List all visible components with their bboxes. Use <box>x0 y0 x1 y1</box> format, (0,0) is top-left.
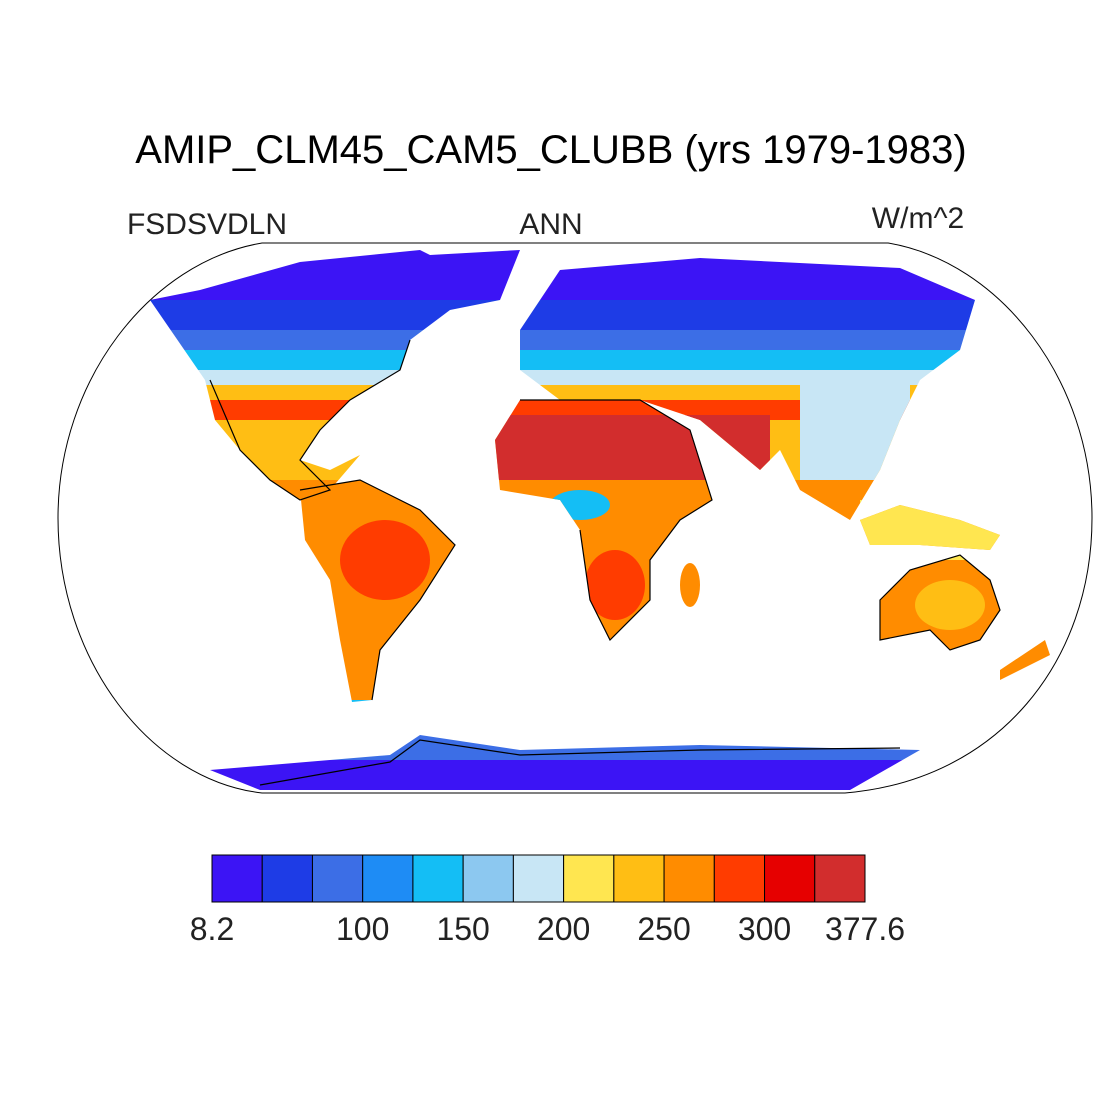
colorbar-box <box>412 854 464 903</box>
colorbar: 8.2 100 150 200 250 300 377.6 <box>190 854 905 947</box>
colorbar-label: 377.6 <box>825 911 905 947</box>
coastlines <box>209 339 1001 786</box>
colorbar-box <box>362 854 414 903</box>
colorbar-box <box>613 854 665 903</box>
colorbar-box <box>211 854 263 903</box>
colorbar-label: 8.2 <box>190 911 234 947</box>
colorbar-label: 300 <box>738 911 791 947</box>
colorbar-label: 150 <box>436 911 489 947</box>
colorbar-box <box>261 854 313 903</box>
colorbar-box <box>814 854 866 903</box>
colorbar-label: 200 <box>537 911 590 947</box>
season: ANN <box>519 208 582 241</box>
colorbar-box <box>311 854 364 903</box>
variable-name: FSDSVDLN <box>127 208 287 241</box>
units: W/m^2 <box>872 202 964 235</box>
colorbar-label: 250 <box>637 911 690 947</box>
title: AMIP_CLM45_CAM5_CLUBB (yrs 1979-1983) <box>135 128 966 172</box>
colorbar-box <box>563 854 615 903</box>
colorbar-box <box>764 854 816 903</box>
colorbar-box <box>663 854 715 903</box>
colorbar-box <box>462 854 514 903</box>
colorbar-box <box>512 854 565 903</box>
colorbar-label: 100 <box>336 911 389 947</box>
colorbar-box <box>713 854 766 903</box>
